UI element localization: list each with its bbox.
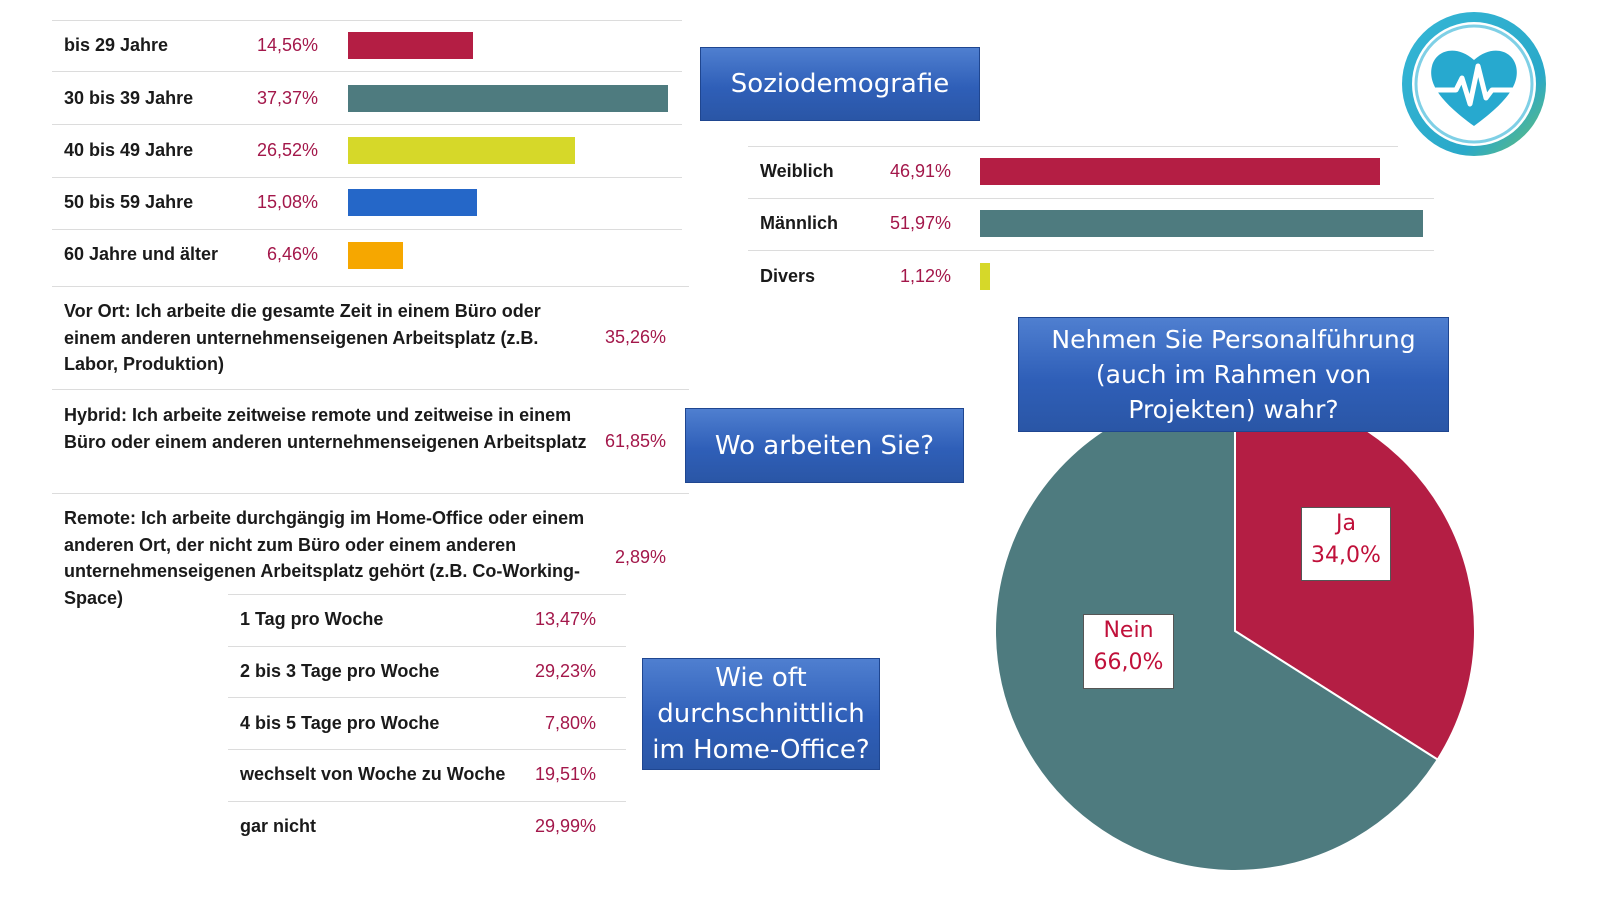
gender-pct: 51,97% bbox=[889, 213, 951, 233]
age-pct: 26,52% bbox=[256, 140, 318, 160]
divider bbox=[52, 71, 682, 72]
divider bbox=[52, 493, 689, 494]
age-bar bbox=[348, 242, 404, 269]
age-pct: 15,08% bbox=[256, 192, 318, 212]
homeoffice-label: 2 bis 3 Tage pro Woche bbox=[240, 661, 440, 681]
gender-label: Divers bbox=[760, 266, 816, 286]
age-pct: 14,56% bbox=[256, 35, 318, 55]
divider bbox=[52, 229, 682, 230]
divider bbox=[52, 389, 689, 390]
divider bbox=[748, 198, 1434, 199]
gender-label: Weiblich bbox=[760, 161, 834, 181]
pie-label-nein: Nein 66,0% bbox=[1083, 614, 1174, 689]
pie-chart bbox=[994, 400, 1476, 872]
gender-bar bbox=[980, 158, 1380, 185]
homeoffice-label: wechselt von Woche zu Woche bbox=[240, 764, 506, 784]
age-label: 30 bis 39 Jahre bbox=[64, 88, 194, 108]
personalfuehrung-header: Nehmen Sie Personalführung (auch im Rahm… bbox=[1018, 317, 1449, 432]
divider bbox=[228, 801, 626, 802]
pie-label-ja: Ja 34,0% bbox=[1301, 507, 1391, 581]
gender-bar bbox=[980, 263, 990, 290]
age-bar bbox=[348, 85, 668, 112]
age-label: 40 bis 49 Jahre bbox=[64, 140, 194, 160]
workplace-text: Remote: Ich arbeite durchgängig im Home-… bbox=[64, 508, 585, 608]
age-label: bis 29 Jahre bbox=[64, 35, 169, 55]
divider bbox=[52, 286, 689, 287]
age-bar bbox=[348, 32, 473, 59]
workplace-pct: 2,89% bbox=[614, 547, 666, 567]
divider bbox=[52, 20, 682, 21]
divider bbox=[748, 250, 1434, 251]
gender-bar bbox=[980, 210, 1423, 237]
divider bbox=[52, 177, 682, 178]
pie-slice-nein bbox=[994, 400, 1440, 872]
heart-pulse-icon bbox=[1402, 12, 1546, 156]
homeoffice-pct: 13,47% bbox=[534, 609, 596, 629]
gender-pct: 46,91% bbox=[889, 161, 951, 181]
divider bbox=[52, 124, 682, 125]
wo-arbeiten-header: Wo arbeiten Sie? bbox=[685, 408, 964, 483]
divider bbox=[228, 646, 626, 647]
pie-label-nein-value: 66,0% bbox=[1093, 650, 1164, 675]
divider bbox=[228, 594, 626, 595]
pie-label-nein-category: Nein bbox=[1103, 618, 1154, 643]
divider bbox=[228, 749, 626, 750]
soziodemografie-header: Soziodemografie bbox=[700, 47, 980, 121]
divider bbox=[228, 697, 626, 698]
workplace-pct: 35,26% bbox=[604, 327, 666, 347]
homeoffice-label: gar nicht bbox=[240, 816, 317, 836]
homeoffice-label: 1 Tag pro Woche bbox=[240, 609, 384, 629]
divider bbox=[748, 146, 1398, 147]
age-bar bbox=[348, 137, 576, 164]
pie-label-ja-value: 34,0% bbox=[1311, 543, 1381, 568]
homeoffice-pct: 7,80% bbox=[544, 713, 596, 733]
age-bar bbox=[348, 189, 478, 216]
workplace-text: Vor Ort: Ich arbeite die gesamte Zeit in… bbox=[64, 301, 541, 374]
homeoffice-pct: 29,99% bbox=[534, 816, 596, 836]
age-label: 50 bis 59 Jahre bbox=[64, 192, 194, 212]
gender-pct: 1,12% bbox=[899, 266, 951, 286]
homeoffice-pct: 29,23% bbox=[534, 661, 596, 681]
gender-label: Männlich bbox=[760, 213, 839, 233]
age-pct: 37,37% bbox=[256, 88, 318, 108]
homeoffice-label: 4 bis 5 Tage pro Woche bbox=[240, 713, 440, 733]
wie-oft-header: Wie oft durchschnittlich im Home-Office? bbox=[642, 658, 880, 770]
pie-label-ja-category: Ja bbox=[1336, 511, 1356, 536]
workplace-text: Hybrid: Ich arbeite zeitweise remote und… bbox=[64, 405, 587, 452]
age-pct: 6,46% bbox=[266, 244, 318, 264]
homeoffice-pct: 19,51% bbox=[534, 764, 596, 784]
workplace-pct: 61,85% bbox=[604, 431, 666, 451]
age-label: 60 Jahre und älter bbox=[64, 244, 219, 264]
